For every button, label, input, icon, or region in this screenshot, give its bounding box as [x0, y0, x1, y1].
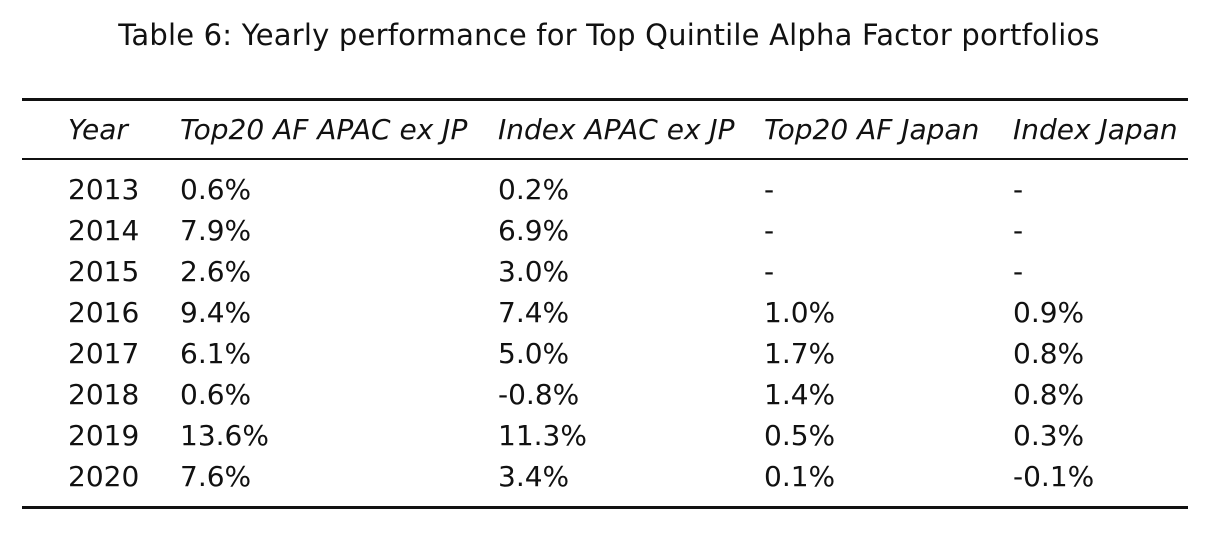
cell-year: 2018: [68, 378, 140, 411]
cell-top20-af-japan: 1.0%: [764, 296, 836, 329]
cell-index-apac-ex-jp: 5.0%: [498, 337, 570, 370]
cell-year: 2015: [68, 255, 140, 288]
cell-index-japan: -: [1013, 255, 1024, 288]
table-row: 2016 9.4% 7.4% 1.0% 0.9%: [0, 293, 1218, 333]
cell-top20-af-apac-ex-jp: 0.6%: [180, 378, 252, 411]
cell-top20-af-apac-ex-jp: 6.1%: [180, 337, 252, 370]
table-top-rule: [22, 98, 1188, 101]
cell-year: 2013: [68, 173, 140, 206]
table-row: 2019 13.6% 11.3% 0.5% 0.3%: [0, 416, 1218, 456]
table-caption: Table 6: Yearly performance for Top Quin…: [118, 18, 1100, 52]
header-index-japan: Index Japan: [1013, 113, 1178, 146]
cell-index-japan: -: [1013, 214, 1024, 247]
table-row: 2014 7.9% 6.9% - -: [0, 211, 1218, 251]
cell-index-apac-ex-jp: 6.9%: [498, 214, 570, 247]
cell-year: 2014: [68, 214, 140, 247]
cell-top20-af-apac-ex-jp: 2.6%: [180, 255, 252, 288]
cell-top20-af-apac-ex-jp: 7.6%: [180, 460, 252, 493]
table-row: 2015 2.6% 3.0% - -: [0, 252, 1218, 292]
cell-top20-af-japan: 0.1%: [764, 460, 836, 493]
cell-index-japan: -0.1%: [1013, 460, 1095, 493]
cell-top20-af-japan: -: [764, 173, 775, 206]
cell-index-apac-ex-jp: -0.8%: [498, 378, 580, 411]
cell-index-japan: 0.3%: [1013, 419, 1085, 452]
table-row: 2017 6.1% 5.0% 1.7% 0.8%: [0, 334, 1218, 374]
cell-year: 2019: [68, 419, 140, 452]
cell-index-japan: 0.8%: [1013, 378, 1085, 411]
table-bottom-rule: [22, 506, 1188, 509]
cell-top20-af-japan: 1.7%: [764, 337, 836, 370]
cell-year: 2020: [68, 460, 140, 493]
cell-index-apac-ex-jp: 7.4%: [498, 296, 570, 329]
cell-index-apac-ex-jp: 0.2%: [498, 173, 570, 206]
cell-top20-af-apac-ex-jp: 7.9%: [180, 214, 252, 247]
header-top20-af-japan: Top20 AF Japan: [764, 113, 980, 146]
cell-top20-af-japan: 0.5%: [764, 419, 836, 452]
table-header-rule: [22, 158, 1188, 160]
cell-index-japan: 0.9%: [1013, 296, 1085, 329]
table-row: 2013 0.6% 0.2% - -: [0, 170, 1218, 210]
table-row: 2020 7.6% 3.4% 0.1% -0.1%: [0, 457, 1218, 497]
cell-index-japan: 0.8%: [1013, 337, 1085, 370]
cell-year: 2016: [68, 296, 140, 329]
cell-top20-af-japan: -: [764, 255, 775, 288]
cell-index-apac-ex-jp: 11.3%: [498, 419, 587, 452]
cell-top20-af-apac-ex-jp: 13.6%: [180, 419, 269, 452]
header-index-apac-ex-jp: Index APAC ex JP: [498, 113, 735, 146]
table-header-row: Year Top20 AF APAC ex JP Index APAC ex J…: [0, 110, 1218, 150]
header-top20-af-apac-ex-jp: Top20 AF APAC ex JP: [180, 113, 468, 146]
cell-top20-af-japan: 1.4%: [764, 378, 836, 411]
cell-index-apac-ex-jp: 3.4%: [498, 460, 570, 493]
cell-index-japan: -: [1013, 173, 1024, 206]
cell-year: 2017: [68, 337, 140, 370]
cell-top20-af-apac-ex-jp: 9.4%: [180, 296, 252, 329]
table-row: 2018 0.6% -0.8% 1.4% 0.8%: [0, 375, 1218, 415]
cell-top20-af-apac-ex-jp: 0.6%: [180, 173, 252, 206]
cell-index-apac-ex-jp: 3.0%: [498, 255, 570, 288]
cell-top20-af-japan: -: [764, 214, 775, 247]
header-year: Year: [68, 113, 128, 146]
